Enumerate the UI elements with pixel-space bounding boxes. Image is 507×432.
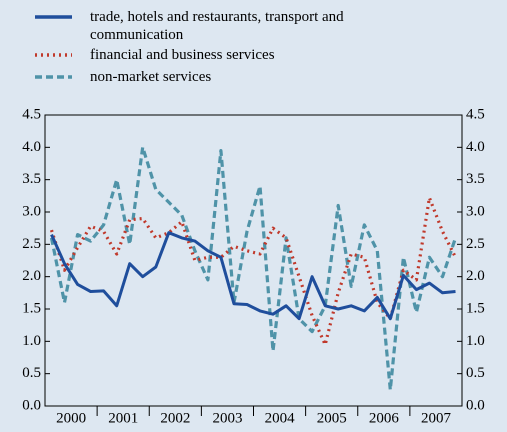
- series-line: [49, 196, 457, 347]
- plot-frame: [44, 114, 463, 407]
- y-tick-label: 1.5: [22, 300, 41, 316]
- x-tick-label: 2002: [160, 410, 190, 426]
- legend-label: trade, hotels and restaurants, transport…: [90, 9, 344, 43]
- y-tick-label: 3.5: [466, 171, 485, 187]
- y-tick-label: 2.0: [22, 268, 41, 284]
- series-line: [50, 231, 456, 321]
- y-tick-label: 1.0: [466, 333, 485, 349]
- x-tick-label: 2006: [369, 410, 400, 426]
- y-tick-label: 3.0: [22, 203, 41, 219]
- y-tick-label: 0.5: [466, 365, 485, 381]
- y-tick-label: 4.0: [22, 139, 41, 155]
- y-tick-label: 3.0: [466, 203, 485, 219]
- legend-label: financial and business services: [90, 47, 275, 63]
- y-tick-label: 0.0: [466, 397, 485, 413]
- x-tick-label: 2003: [212, 410, 242, 426]
- y-tick-label: 1.5: [466, 300, 485, 316]
- y-tick-label: 2.5: [466, 236, 485, 252]
- y-tick-label: 0.0: [22, 397, 41, 413]
- x-tick-label: 2000: [56, 410, 86, 426]
- y-tick-label: 2.5: [22, 236, 41, 252]
- y-tick-label: 4.0: [466, 139, 485, 155]
- x-tick-label: 2005: [317, 410, 347, 426]
- x-tick-label: 2001: [108, 410, 138, 426]
- y-tick-label: 4.5: [22, 106, 41, 122]
- legend-label: non-market services: [90, 69, 212, 85]
- y-tick-label: 2.0: [466, 268, 485, 284]
- y-tick-label: 3.5: [22, 171, 41, 187]
- y-tick-label: 0.5: [22, 365, 41, 381]
- x-tick-label: 2004: [265, 410, 296, 426]
- series-line: [49, 145, 458, 392]
- x-tick-label: 2007: [421, 410, 452, 426]
- y-tick-label: 1.0: [22, 333, 41, 349]
- y-tick-label: 4.5: [466, 106, 485, 122]
